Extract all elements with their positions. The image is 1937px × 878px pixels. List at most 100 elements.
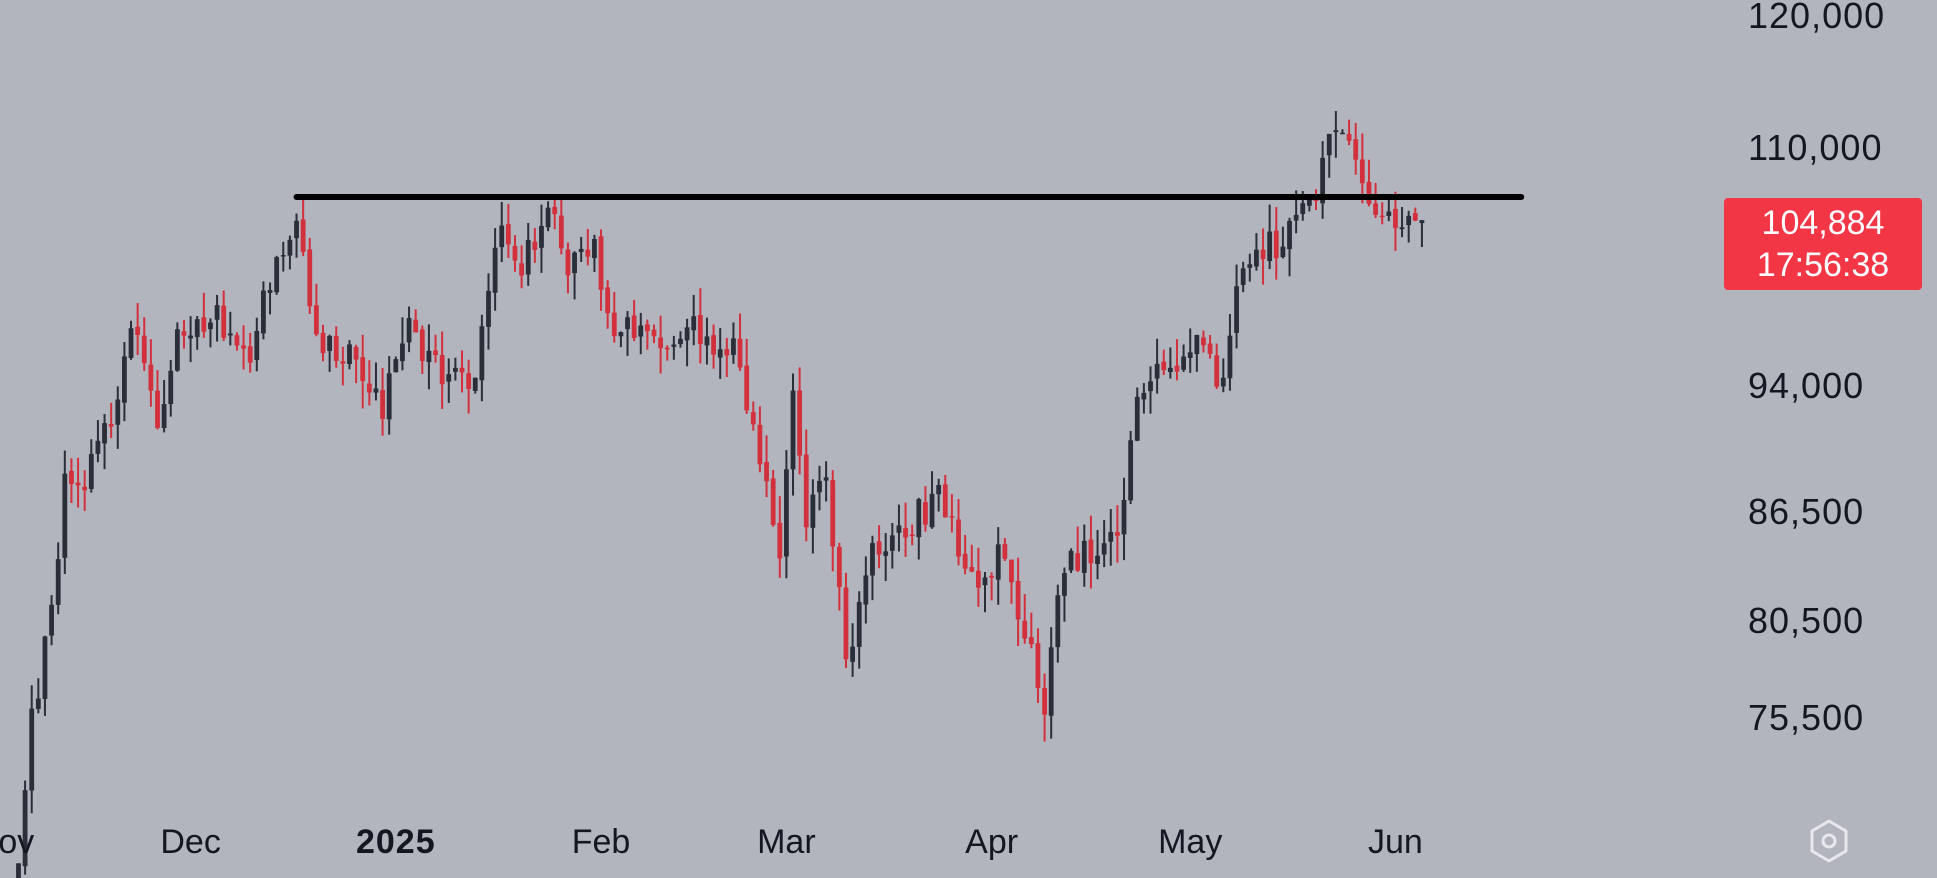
x-tick-label: Dec: [160, 823, 221, 861]
y-tick-label: 75,500: [1748, 697, 1865, 738]
candle-body: [578, 248, 584, 252]
candle-body: [227, 333, 233, 336]
candle: [221, 290, 227, 341]
candle: [29, 685, 35, 814]
candle: [1412, 207, 1418, 222]
candle-body: [247, 346, 253, 363]
candle: [850, 623, 855, 677]
candle-body: [744, 365, 750, 411]
candle: [519, 245, 524, 289]
candle-body: [1081, 540, 1087, 573]
candle: [261, 281, 266, 340]
candle: [353, 344, 359, 384]
candle: [691, 295, 697, 346]
candle: [1273, 206, 1279, 280]
candle-body: [1412, 213, 1418, 221]
candle: [333, 326, 339, 368]
candle-body: [956, 519, 961, 557]
candle: [1009, 559, 1014, 604]
x-tick-label: 2025: [355, 823, 436, 861]
candle-body: [1260, 249, 1266, 260]
candle: [1068, 548, 1074, 574]
candle: [923, 486, 928, 532]
candle: [446, 358, 452, 403]
candle: [466, 359, 472, 414]
candle: [267, 282, 273, 315]
candle-body: [803, 454, 809, 528]
settings-hexagon-icon[interactable]: [1806, 818, 1852, 864]
candle-body: [889, 535, 895, 551]
candle: [949, 494, 955, 533]
candle-body: [1075, 553, 1081, 571]
candle: [419, 325, 425, 374]
candle: [1167, 347, 1173, 379]
candle-body: [1353, 139, 1359, 160]
candle-body: [400, 343, 405, 362]
candle-body: [784, 469, 789, 557]
candle: [102, 414, 107, 470]
candle: [1254, 233, 1259, 271]
candle-body: [320, 332, 326, 354]
candle: [49, 595, 54, 646]
candle-body: [1326, 133, 1332, 156]
candle: [1035, 628, 1041, 704]
y-tick-label: 120,000: [1748, 0, 1886, 37]
candle: [525, 223, 531, 286]
candle: [300, 199, 306, 257]
candle-body: [347, 344, 352, 365]
candle-body: [472, 377, 478, 391]
y-tick-label: 80,500: [1748, 599, 1865, 641]
y-tick-label: 86,500: [1748, 491, 1865, 532]
candle-body: [433, 350, 438, 355]
candle-body: [261, 290, 266, 334]
candle: [1247, 253, 1253, 282]
candle-body: [1267, 231, 1273, 262]
candle-body: [148, 364, 154, 391]
candle-body: [1108, 531, 1114, 542]
candle: [605, 280, 611, 329]
candle: [1161, 349, 1167, 376]
candle-body: [989, 575, 995, 578]
candle: [155, 370, 160, 430]
candle: [618, 331, 624, 348]
candle-body: [35, 698, 41, 709]
candle-body: [1095, 555, 1100, 564]
candle: [366, 360, 372, 406]
candle: [108, 402, 114, 439]
candle-body: [1373, 203, 1378, 215]
candle: [274, 255, 280, 295]
candle: [651, 324, 657, 344]
candle-body: [764, 462, 769, 482]
candle: [678, 331, 683, 348]
candle-body: [631, 315, 637, 339]
candle-body: [883, 551, 889, 556]
candle: [1359, 133, 1365, 204]
candle: [969, 544, 975, 573]
candle-body: [843, 587, 849, 660]
candle: [717, 328, 723, 379]
candle: [1207, 335, 1213, 359]
candle-body: [69, 470, 74, 484]
candle-body: [711, 335, 716, 355]
candle-body: [492, 247, 498, 293]
candle-body: [512, 245, 518, 261]
candle: [393, 356, 399, 373]
candle-body: [823, 477, 829, 481]
candle: [1042, 673, 1047, 742]
candle-body: [366, 383, 372, 393]
candle: [1015, 557, 1021, 647]
candle-body: [863, 575, 869, 605]
candle: [1373, 182, 1378, 219]
candle-body: [552, 206, 558, 215]
candle-body: [333, 335, 339, 361]
candle: [631, 299, 637, 342]
candle-body: [1214, 355, 1220, 387]
candle: [737, 313, 743, 371]
candle: [327, 334, 333, 372]
candle-body: [466, 373, 472, 389]
candle-body: [949, 516, 955, 518]
candle: [1088, 515, 1094, 589]
candle-body: [1154, 363, 1160, 379]
